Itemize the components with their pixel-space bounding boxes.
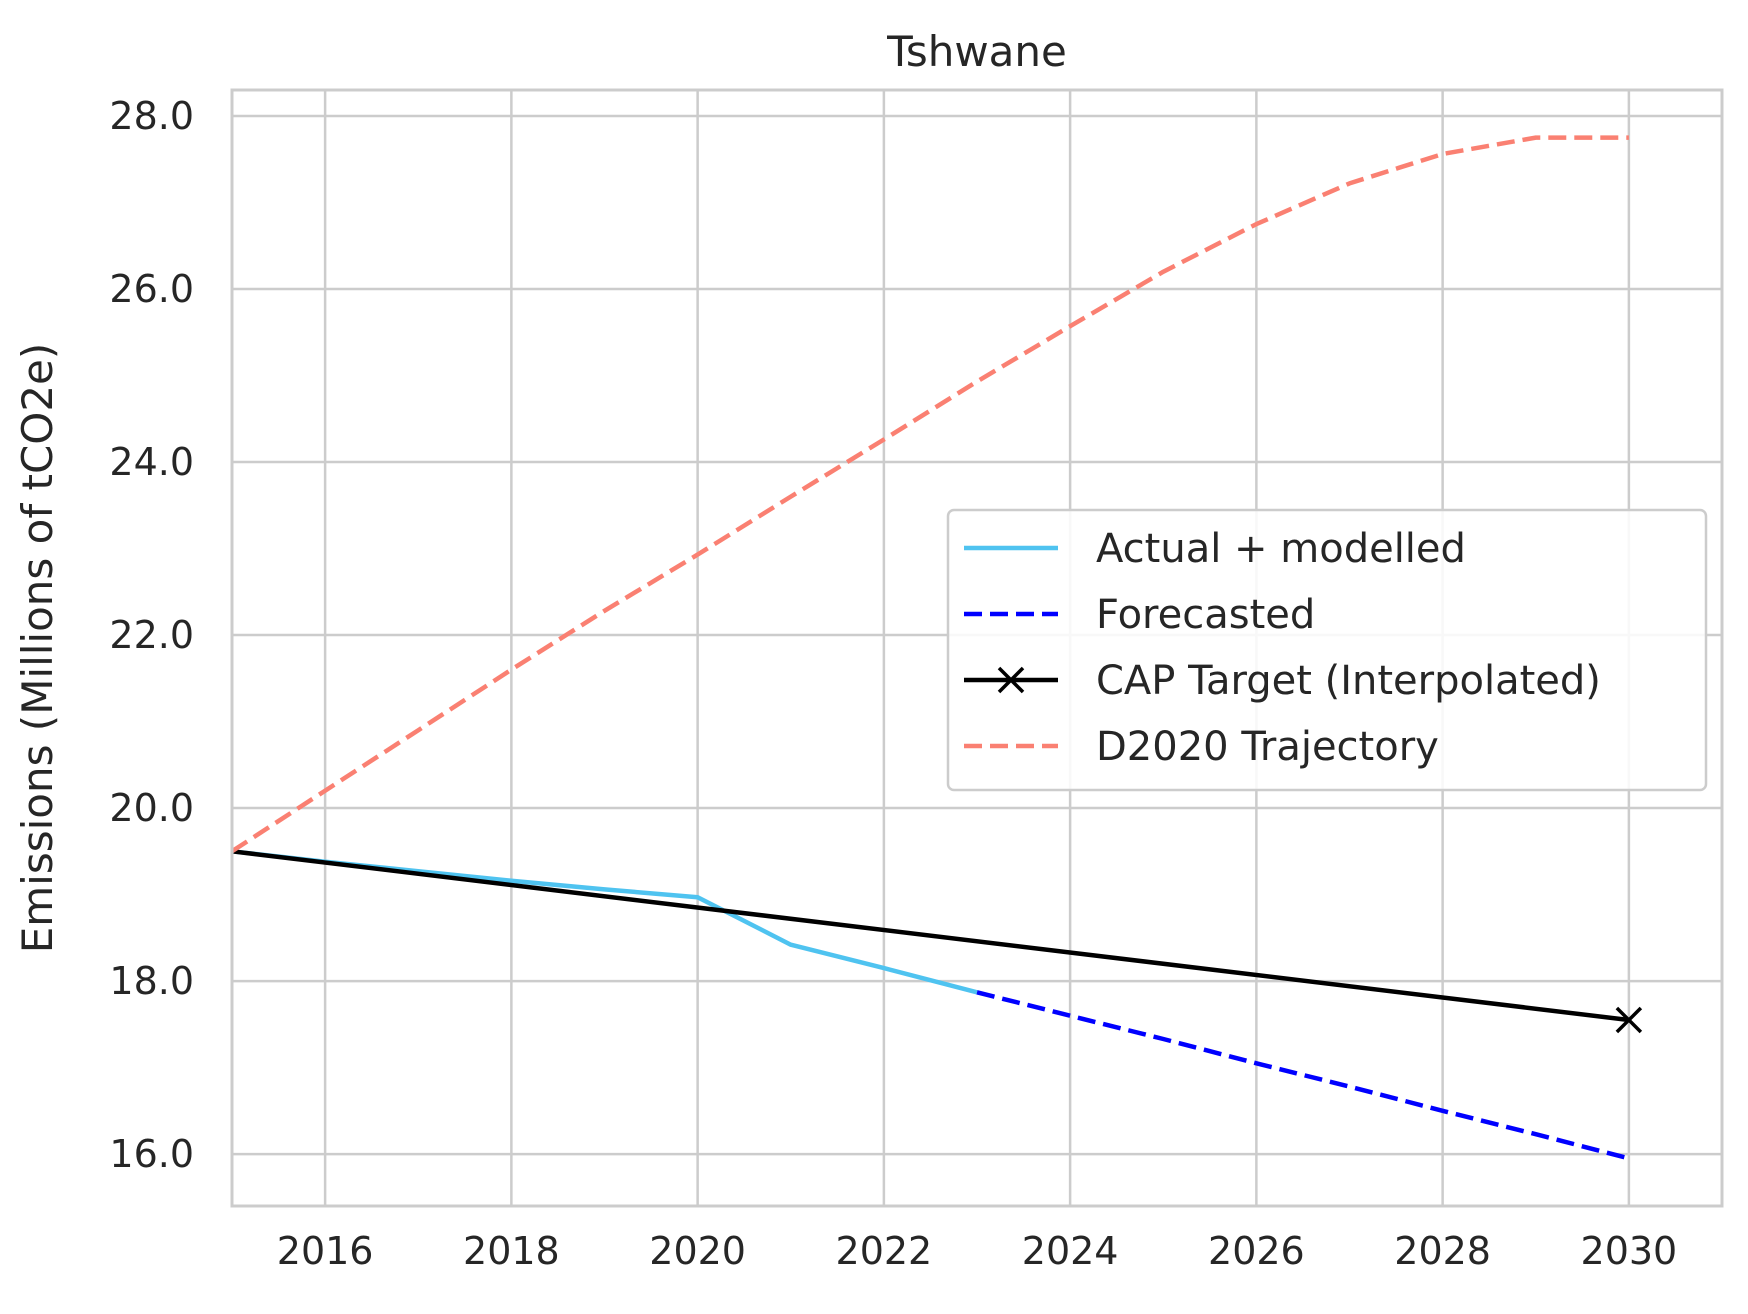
y-tick-label: 16.0 (109, 1132, 194, 1176)
legend-label: CAP Target (Interpolated) (1096, 658, 1601, 704)
legend: Actual + modelled Forecasted CAP Target (I… (946, 508, 1708, 792)
legend-entry: Actual + modelled (964, 526, 1466, 572)
series-line-2 (231, 849, 1630, 1023)
legend-marker (997, 666, 1025, 694)
series-line-1 (976, 990, 1630, 1161)
y-tick-label: 28.0 (109, 94, 194, 138)
series-line-0 (231, 849, 978, 995)
legend-label: Forecasted (1096, 592, 1315, 638)
legend-entry: D2020 Trajectory (964, 724, 1439, 770)
tick-labels: 2016 2018 2020 2022 2024 2026 2028 2030 16.0 18.0… (109, 94, 1677, 1273)
x-tick-label: 2024 (1022, 1229, 1119, 1273)
x-tick-label: 2030 (1581, 1229, 1678, 1273)
y-tick-label: 20.0 (109, 786, 194, 830)
chart-title: Tshwane (886, 27, 1067, 76)
x-tick-label: 2028 (1394, 1229, 1491, 1273)
legend-entry: Forecasted (964, 592, 1315, 638)
y-tick-label: 22.0 (109, 613, 194, 657)
cap-target-marker (1615, 1006, 1643, 1034)
legend-entry: CAP Target (Interpolated) (964, 658, 1601, 704)
legend-label: Actual + modelled (1096, 526, 1466, 572)
series-lines (230, 135, 1643, 1161)
x-tick-label: 2022 (836, 1229, 933, 1273)
series-line-3 (230, 135, 1629, 854)
x-tick-label: 2026 (1208, 1229, 1305, 1273)
x-tick-label: 2016 (277, 1229, 374, 1273)
legend-box (946, 508, 1708, 792)
y-tick-label: 24.0 (109, 440, 194, 484)
y-tick-label: 18.0 (109, 959, 194, 1003)
plot-frame (230, 88, 1724, 1208)
y-axis-title: Emissions (Millions of tCO2e) (13, 343, 62, 954)
y-tick-label: 26.0 (109, 267, 194, 311)
x-tick-label: 2018 (463, 1229, 560, 1273)
legend-label: D2020 Trajectory (1096, 724, 1439, 770)
x-tick-label: 2020 (649, 1229, 746, 1273)
